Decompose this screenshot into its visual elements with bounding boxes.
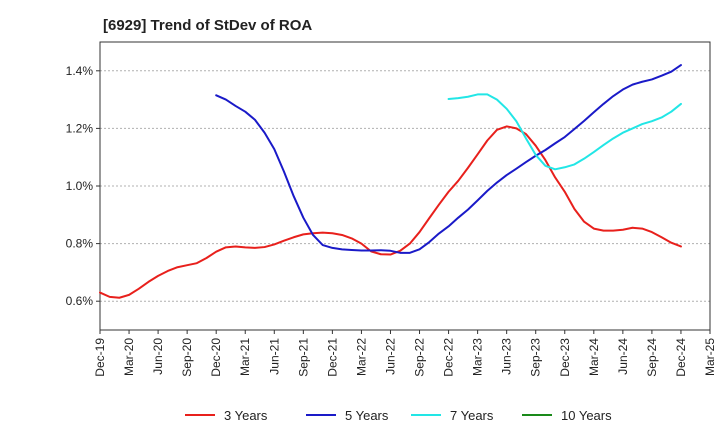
y-tick-label: 0.8% <box>66 237 94 251</box>
x-tick-label: Sep-20 <box>180 338 194 377</box>
legend: 3 Years 5 Years 7 Years 10 Years <box>185 408 612 423</box>
series-line-3-years <box>99 125 682 299</box>
legend-label-3-years: 3 Years <box>224 408 268 423</box>
x-tick-label: Jun-24 <box>616 338 630 375</box>
plot-frame <box>99 41 711 331</box>
series-line-7-years <box>447 93 682 171</box>
legend-label-5-years: 5 Years <box>345 408 389 423</box>
x-tick-label: Sep-21 <box>296 338 310 377</box>
x-tick-label: Mar-21 <box>238 338 252 376</box>
y-tick-label: 1.0% <box>66 179 94 193</box>
x-tick-label: Dec-24 <box>674 338 688 377</box>
x-tick-label: Dec-19 <box>93 338 107 377</box>
x-tick-label: Mar-25 <box>703 338 717 376</box>
axis-layer: 0.6% 0.8% 1.0% 1.2% 1.4% Dec-19 Mar-20 Jun-20 Se… <box>66 41 717 377</box>
x-tick-label: Sep-24 <box>645 338 659 377</box>
x-tick-label: Dec-23 <box>558 338 572 377</box>
x-tick-label: Sep-23 <box>529 338 543 377</box>
x-tick-label: Dec-22 <box>442 338 456 377</box>
x-tick-label: Jun-20 <box>151 338 165 375</box>
legend-label-7-years: 7 Years <box>450 408 494 423</box>
x-tick-label: Dec-21 <box>325 338 339 377</box>
x-tick-label: Mar-20 <box>122 338 136 376</box>
x-tick-label: Jun-21 <box>267 338 281 375</box>
chart-title: [6929] Trend of StDev of ROA <box>103 17 312 34</box>
grid-layer <box>100 70 710 302</box>
x-tick-label: Jun-22 <box>383 338 397 375</box>
x-tick-label: Mar-22 <box>354 338 368 376</box>
series-layer <box>99 64 682 299</box>
x-tick-label: Jun-23 <box>500 338 514 375</box>
x-tick-label: Dec-20 <box>209 338 223 377</box>
x-tick-label: Mar-24 <box>587 338 601 376</box>
x-tick-label: Mar-23 <box>471 338 485 376</box>
legend-label-10-years: 10 Years <box>561 408 612 423</box>
y-tick-label: 1.4% <box>66 64 94 78</box>
series-line-5-years <box>215 64 682 254</box>
x-tick-label: Sep-22 <box>413 338 427 377</box>
y-tick-label: 1.2% <box>66 121 94 135</box>
y-tick-label: 0.6% <box>66 294 94 308</box>
